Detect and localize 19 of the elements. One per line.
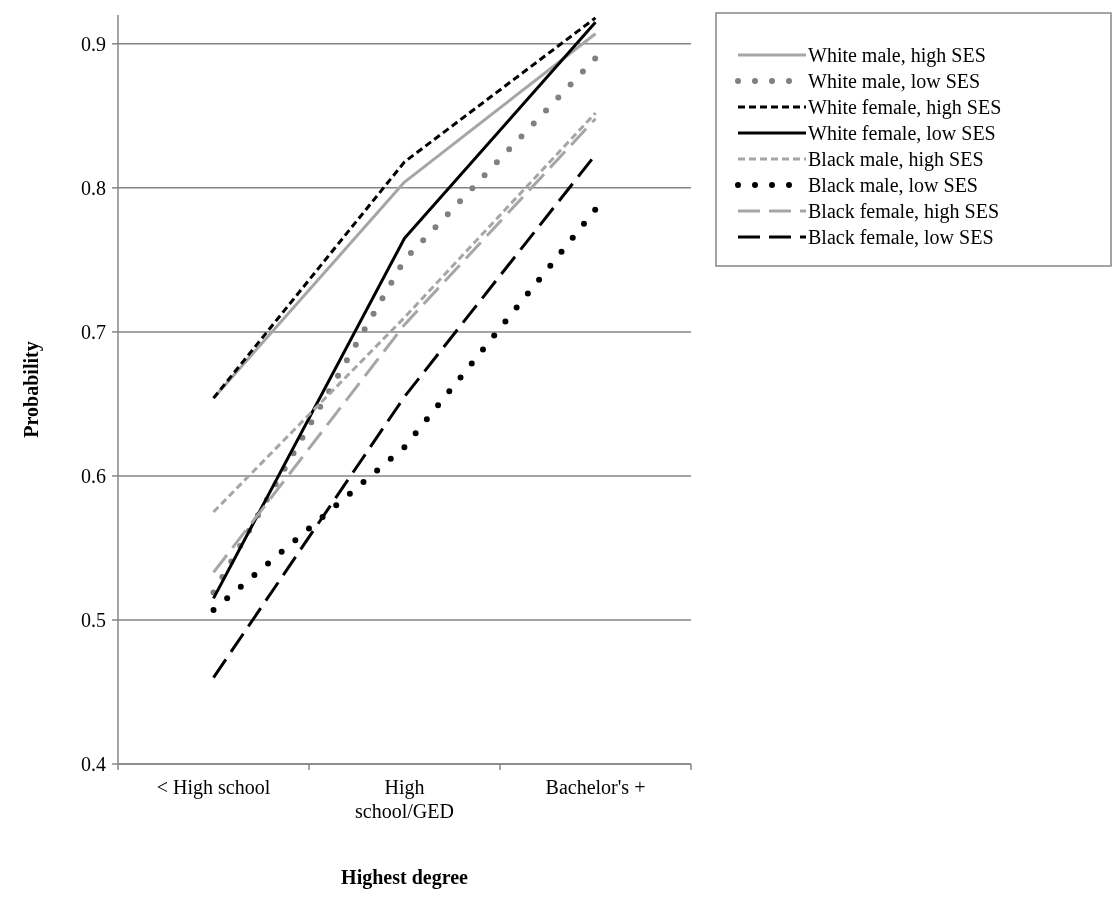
legend-label: White female, high SES bbox=[808, 96, 1002, 119]
y-tick-label: 0.8 bbox=[81, 176, 106, 199]
legend-label: White male, high SES bbox=[808, 44, 986, 67]
x-tick-label: Bachelor's + bbox=[545, 776, 646, 798]
legend-label: Black female, low SES bbox=[808, 226, 994, 248]
y-tick-label: 0.7 bbox=[81, 320, 106, 343]
y-tick-label: 0.9 bbox=[81, 32, 106, 55]
legend-label: Black male, high SES bbox=[808, 148, 984, 171]
legend-label: White female, low SES bbox=[808, 122, 996, 144]
legend-label: Black male, low SES bbox=[808, 174, 978, 196]
legend-label: White male, low SES bbox=[808, 70, 981, 92]
y-tick-label: 0.4 bbox=[81, 753, 106, 775]
x-tick-label: High school/GED bbox=[355, 776, 454, 822]
x-axis-title: Highest degree bbox=[341, 866, 469, 889]
y-axis-title: Probability bbox=[20, 341, 43, 438]
y-tick-label: 0.5 bbox=[81, 608, 106, 631]
x-tick-label: < High school bbox=[156, 776, 271, 799]
y-tick-label: 0.6 bbox=[81, 464, 106, 487]
legend-label: Black female, high SES bbox=[808, 200, 1000, 223]
